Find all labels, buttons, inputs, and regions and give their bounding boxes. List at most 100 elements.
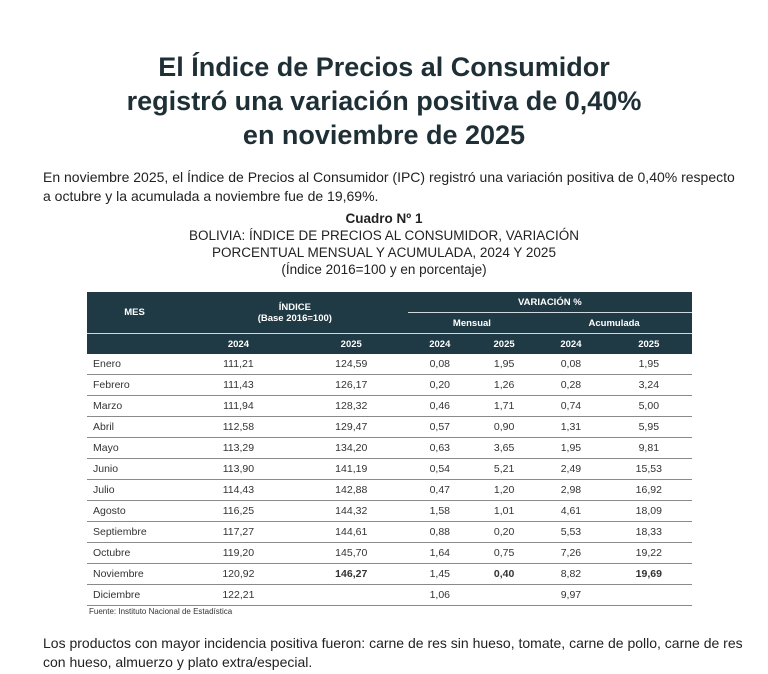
value-cell: 0,20	[407, 374, 472, 396]
value-cell: 1,71	[471, 395, 537, 417]
value-cell	[294, 584, 408, 606]
value-cell: 1,06	[407, 584, 472, 606]
value-cell: 0,90	[471, 416, 537, 438]
header-year: 2024	[536, 333, 606, 354]
table-row: Abril 112,58 129,47 0,57 0,90 1,31 5,95	[87, 416, 692, 438]
header-mensual: Mensual	[407, 312, 537, 334]
header-year: 2025	[294, 333, 408, 354]
value-cell: 141,19	[294, 458, 408, 480]
value-cell: 1,31	[536, 416, 606, 438]
value-cell: 0,08	[536, 354, 606, 375]
value-cell: 2,98	[536, 479, 606, 501]
table-row: Julio 114,43 142,88 0,47 1,20 2,98 16,92	[87, 479, 692, 501]
value-cell: 3,24	[605, 374, 692, 396]
value-cell: 16,92	[605, 479, 692, 501]
header-acumulada: Acumulada	[536, 312, 692, 334]
value-cell: 114,43	[182, 479, 295, 501]
intro-paragraph: En noviembre 2025, el Índice de Precios …	[43, 169, 735, 204]
value-cell: 15,53	[605, 458, 692, 480]
value-cell: 18,33	[605, 521, 692, 543]
value-cell: 122,21	[182, 584, 295, 606]
headline: El Índice de Precios al Consumidor regis…	[0, 50, 768, 152]
value-cell: 5,53	[536, 521, 606, 543]
header-year: 2025	[471, 333, 537, 354]
header-year: 2024	[407, 333, 472, 354]
value-cell: 19,69	[605, 563, 692, 585]
table-row: Noviembre 120,92 146,27 1,45 0,40 8,82 19,69	[87, 563, 692, 585]
value-cell: 0,08	[407, 354, 472, 375]
table-row: Junio 113,90 141,19 0,54 5,21 2,49 15,53	[87, 458, 692, 480]
header-mes: MES	[87, 292, 182, 334]
month-cell: Febrero	[87, 374, 182, 396]
value-cell: 111,43	[182, 374, 295, 396]
value-cell: 120,92	[182, 563, 295, 585]
value-cell: 5,21	[471, 458, 537, 480]
table-row: Marzo 111,94 128,32 0,46 1,71 0,74 5,00	[87, 395, 692, 417]
caption-number: Cuadro Nº 1	[345, 211, 423, 226]
value-cell: 126,17	[294, 374, 408, 396]
header-indice: ÍNDICE (Base 2016=100)	[182, 292, 408, 334]
value-cell: 0,57	[407, 416, 472, 438]
value-cell: 1,58	[407, 500, 472, 522]
value-cell: 134,20	[294, 437, 408, 459]
value-cell: 19,22	[605, 542, 692, 564]
value-cell: 18,09	[605, 500, 692, 522]
header-base: (Base 2016=100)	[257, 312, 332, 324]
value-cell: 1,64	[407, 542, 472, 564]
ipc-table: MES ÍNDICE (Base 2016=100) VARIACIÓN % Me…	[87, 292, 692, 606]
value-cell: 0,54	[407, 458, 472, 480]
value-cell: 5,95	[605, 416, 692, 438]
value-cell	[471, 584, 537, 606]
value-cell: 1,26	[471, 374, 537, 396]
month-cell: Noviembre	[87, 563, 182, 585]
month-cell: Agosto	[87, 500, 182, 522]
table-row: Diciembre 122,21 1,06 9,97	[87, 584, 692, 606]
month-cell: Mayo	[87, 437, 182, 459]
value-cell: 0,20	[471, 521, 537, 543]
table-row: Agosto 116,25 144,32 1,58 1,01 4,61 18,09	[87, 500, 692, 522]
value-cell: 1,20	[471, 479, 537, 501]
table-row: Enero 111,21 124,59 0,08 1,95 0,08 1,95	[87, 354, 692, 375]
value-cell: 113,29	[182, 437, 295, 459]
value-cell: 1,01	[471, 500, 537, 522]
value-cell: 1,45	[407, 563, 472, 585]
table-caption: Cuadro Nº 1 BOLIVIA: ÍNDICE DE PRECIOS A…	[0, 210, 768, 278]
value-cell: 129,47	[294, 416, 408, 438]
value-cell: 2,49	[536, 458, 606, 480]
value-cell: 0,40	[471, 563, 537, 585]
value-cell: 9,81	[605, 437, 692, 459]
table-row: Febrero 111,43 126,17 0,20 1,26 0,28 3,24	[87, 374, 692, 396]
outro-paragraph: Los productos con mayor incidencia posit…	[43, 635, 743, 670]
month-cell: Julio	[87, 479, 182, 501]
value-cell: 0,28	[536, 374, 606, 396]
header-year: 2024	[182, 333, 295, 354]
month-cell: Octubre	[87, 542, 182, 564]
value-cell: 119,20	[182, 542, 295, 564]
value-cell: 5,00	[605, 395, 692, 417]
value-cell	[605, 584, 692, 606]
header-variacion: VARIACIÓN %	[407, 292, 692, 313]
value-cell: 0,74	[536, 395, 606, 417]
value-cell: 124,59	[294, 354, 408, 375]
value-cell: 111,21	[182, 354, 295, 375]
header-empty	[87, 333, 182, 354]
headline-line: registró una variación positiva de 0,40%	[126, 86, 642, 116]
caption-line: (Índice 2016=100 y en porcentaje)	[281, 262, 487, 277]
value-cell: 117,27	[182, 521, 295, 543]
headline-line: El Índice de Precios al Consumidor	[158, 52, 610, 82]
value-cell: 1,95	[471, 354, 537, 375]
table-row: Octubre 119,20 145,70 1,64 0,75 7,26 19,22	[87, 542, 692, 564]
value-cell: 144,61	[294, 521, 408, 543]
value-cell: 0,47	[407, 479, 472, 501]
header-year: 2025	[605, 333, 692, 354]
value-cell: 0,75	[471, 542, 537, 564]
table-row: Mayo 113,29 134,20 0,63 3,65 1,95 9,81	[87, 437, 692, 459]
month-cell: Diciembre	[87, 584, 182, 606]
value-cell: 1,95	[536, 437, 606, 459]
value-cell: 113,90	[182, 458, 295, 480]
month-cell: Abril	[87, 416, 182, 438]
value-cell: 145,70	[294, 542, 408, 564]
value-cell: 142,88	[294, 479, 408, 501]
month-cell: Enero	[87, 354, 182, 375]
value-cell: 111,94	[182, 395, 295, 417]
